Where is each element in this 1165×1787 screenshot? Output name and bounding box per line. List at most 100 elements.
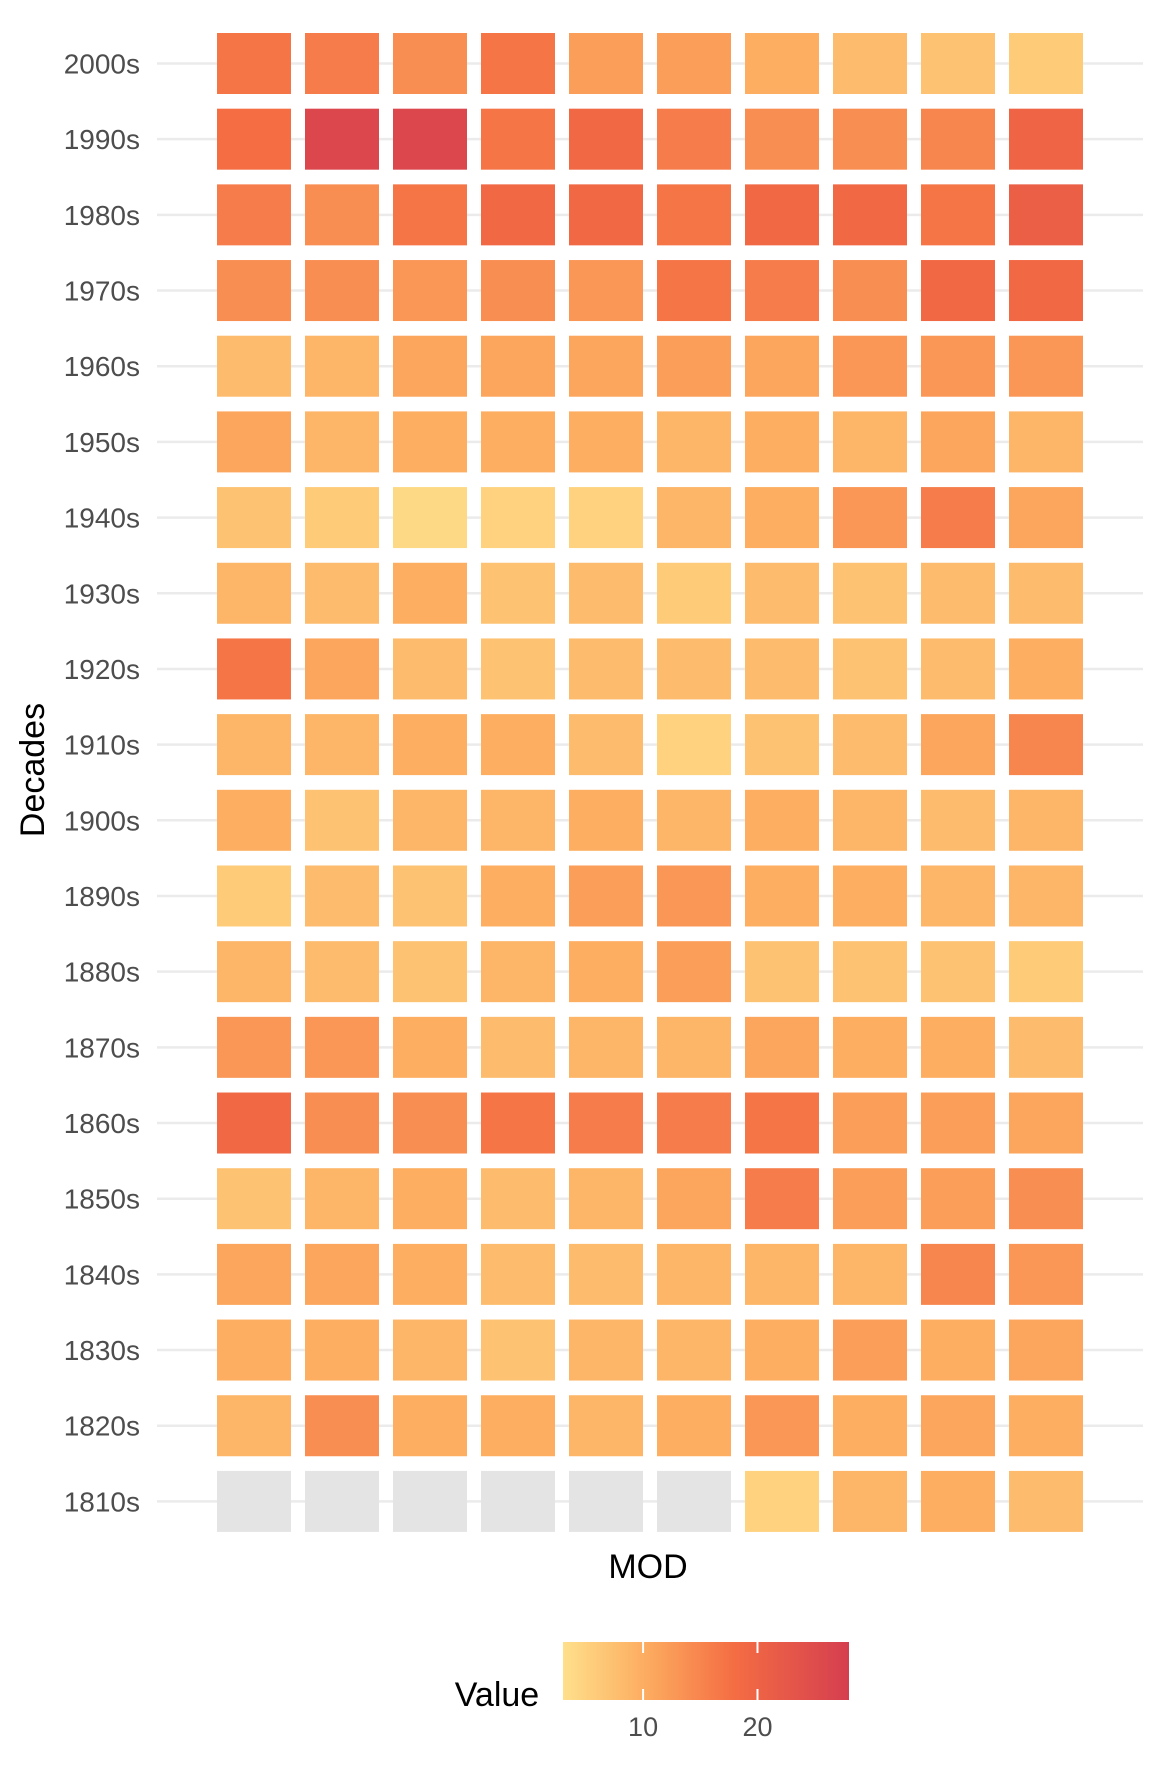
heatmap-cell	[217, 638, 291, 700]
heatmap-cell	[481, 562, 555, 624]
heatmap-cell	[833, 789, 907, 851]
heatmap-cell	[745, 184, 819, 246]
heatmap-cell	[921, 941, 995, 1003]
heatmap-cell	[745, 1470, 819, 1532]
heatmap-cell	[217, 789, 291, 851]
heatmap-cell	[217, 411, 291, 473]
heatmap-cell	[833, 33, 907, 94]
heatmap-cell	[1009, 1470, 1083, 1532]
heatmap-cell	[833, 260, 907, 322]
heatmap-cell	[1009, 33, 1083, 94]
heatmap-cell	[393, 1395, 467, 1457]
heatmap-cell	[305, 714, 379, 776]
heatmap-cell	[657, 941, 731, 1003]
heatmap-cell	[393, 714, 467, 776]
heatmap-cell	[833, 562, 907, 624]
heatmap-cell	[921, 562, 995, 624]
heatmap-cell	[481, 789, 555, 851]
heatmap-cell	[305, 1016, 379, 1078]
heatmap-cell	[305, 335, 379, 397]
heatmap-cell	[481, 108, 555, 170]
heatmap-cell	[657, 1168, 731, 1230]
heatmap-cell	[481, 260, 555, 322]
y-tick-label: 1980s	[64, 200, 140, 231]
heatmap-cell	[921, 1243, 995, 1305]
heatmap-cell	[657, 1470, 731, 1532]
heatmap-cell	[833, 714, 907, 776]
legend-ticks: 10 20	[628, 1642, 773, 1742]
heatmap-cell	[1009, 941, 1083, 1003]
heatmap-cell	[305, 941, 379, 1003]
heatmap-cell	[305, 1168, 379, 1230]
heatmap-cell	[1009, 865, 1083, 927]
heatmap-cell	[305, 1470, 379, 1532]
heatmap-cell	[393, 184, 467, 246]
heatmap-cell	[393, 487, 467, 549]
heatmap-cell	[745, 108, 819, 170]
heatmap-cell	[305, 487, 379, 549]
heatmap-cell	[569, 411, 643, 473]
legend-title: Value	[455, 1676, 539, 1714]
heatmap-cell	[305, 411, 379, 473]
heatmap-cell	[393, 108, 467, 170]
y-tick-label: 1960s	[64, 351, 140, 382]
heatmap-cell	[657, 1243, 731, 1305]
legend-colorbar	[563, 1642, 849, 1700]
heatmap-cell	[745, 941, 819, 1003]
heatmap-cell	[745, 1243, 819, 1305]
heatmap-cell	[569, 789, 643, 851]
heatmap-cell	[217, 1016, 291, 1078]
y-tick-label: 1970s	[64, 276, 140, 307]
heatmap-cell	[481, 335, 555, 397]
legend-tick-label: 20	[742, 1712, 772, 1742]
heatmap-cell	[921, 789, 995, 851]
heatmap-cell	[569, 33, 643, 94]
y-tick-label: 1900s	[64, 805, 140, 836]
y-tick-label: 1950s	[64, 427, 140, 458]
heatmap-cell	[217, 335, 291, 397]
heatmap-cell	[393, 941, 467, 1003]
heatmap-cell	[833, 184, 907, 246]
heatmap-cell	[833, 638, 907, 700]
heatmap-cell	[921, 260, 995, 322]
heatmap-cell	[1009, 1168, 1083, 1230]
heatmap-cell	[921, 108, 995, 170]
heatmap-cell	[1009, 108, 1083, 170]
heatmap-cell	[481, 865, 555, 927]
heatmap-cell	[393, 789, 467, 851]
heatmap-cell	[217, 941, 291, 1003]
heatmap-cell	[569, 714, 643, 776]
y-tick-label: 1890s	[64, 881, 140, 912]
heatmap-cell	[1009, 638, 1083, 700]
x-axis-title: MOD	[608, 1548, 687, 1586]
heatmap-cell	[1009, 1243, 1083, 1305]
y-tick-label: 2000s	[64, 49, 140, 80]
heatmap-cell	[657, 865, 731, 927]
y-tick-label: 1880s	[64, 957, 140, 988]
heatmap-cell	[657, 714, 731, 776]
heatmap-cell	[657, 789, 731, 851]
heatmap-cell	[217, 487, 291, 549]
heatmap-cell	[921, 1168, 995, 1230]
color-legend: Value 10 20	[455, 1642, 849, 1742]
heatmap-cell	[217, 108, 291, 170]
y-axis-title: Decades	[14, 703, 52, 837]
heatmap-cell	[393, 1243, 467, 1305]
heatmap-cell	[657, 1092, 731, 1154]
heatmap-cell	[481, 1243, 555, 1305]
heatmap-cell	[217, 1395, 291, 1457]
heatmap-cell	[393, 260, 467, 322]
heatmap-cell	[569, 1319, 643, 1381]
heatmap-cell	[217, 260, 291, 322]
heatmap-cell	[921, 1016, 995, 1078]
heatmap-cell	[1009, 487, 1083, 549]
heatmap-cell	[217, 184, 291, 246]
heatmap-cell	[657, 260, 731, 322]
heatmap-cell	[921, 1395, 995, 1457]
heatmap-cell	[833, 1319, 907, 1381]
heatmap-cell	[393, 33, 467, 94]
heatmap-cell	[657, 335, 731, 397]
heatmap-cell	[217, 865, 291, 927]
heatmap-cell	[481, 714, 555, 776]
heatmap-cell	[833, 1395, 907, 1457]
